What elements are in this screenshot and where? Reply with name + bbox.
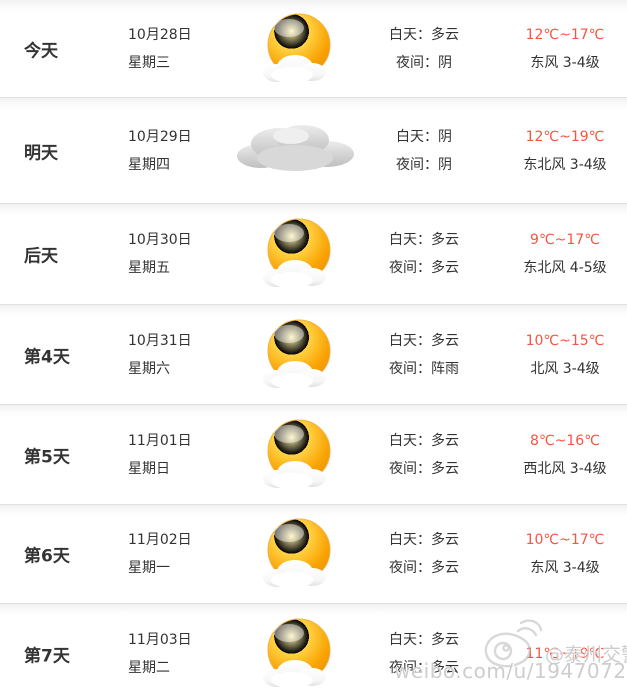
weekday: 星期三 [128,54,170,71]
temp-wind: 12℃~19℃ 东北风 3-4级 [523,123,606,179]
temp-wind: 9℃~17℃ 东北风 4-5级 [523,226,606,282]
weather-icon [260,417,334,493]
temp-wind: 12℃~17℃ 东风 3-4级 [526,21,605,77]
temp-wind: 11℃~19℃ [526,640,605,668]
date-block: 10月31日 星期六 [128,327,192,383]
temperature-range: 8℃~16℃ [530,432,600,449]
temp-wind: 8℃~16℃ 西北风 3-4级 [523,427,606,483]
daytime-weather: 白天：多云 [389,26,459,43]
weather-text: 白天：多云 夜间：多云 [389,626,459,682]
night-weather: 夜间：多云 [389,560,459,576]
weather-icon [260,516,334,592]
forecast-row: 第5天 11月01日 星期日 [0,404,627,504]
weather-text: 白天：多云 夜间：多云 [389,427,459,483]
temperature-range: 12℃~19℃ [525,128,605,145]
forecast-row: 今天 10月28日 星期三 [0,0,627,97]
night-weather: 夜间：阵雨 [389,360,459,377]
night-weather: 夜间：多云 [389,260,459,276]
weather-icon [231,124,363,176]
date-block: 11月01日 星期日 [128,427,192,483]
weekday: 星期一 [128,560,170,576]
overcast-cloud-icon [237,124,354,171]
day-label: 后天 [24,246,58,267]
day-label: 第4天 [24,347,70,367]
date: 10月28日 [128,26,192,43]
sun-cloud-icon [263,218,331,288]
weather-text: 白天：阴 夜间：阴 [396,123,452,179]
wind: 东风 3-4级 [530,54,600,71]
temperature-range: 11℃~19℃ [525,645,605,662]
date-block: 11月02日 星期一 [128,526,192,582]
night-weather: 夜间：多云 [389,460,459,477]
date-block: 11月03日 星期二 [128,626,192,682]
weather-text: 白天：多云 夜间：多云 [389,526,459,582]
weather-text: 白天：多云 夜间：阴 [389,21,459,77]
sun-cloud-icon [263,419,331,489]
sun-cloud-icon [263,618,331,688]
date: 10月29日 [128,128,192,145]
temp-wind: 10℃~17℃ 东风 3-4级 [526,526,605,582]
forecast-row: 后天 10月30日 星期五 [0,203,627,304]
date: 10月30日 [128,232,192,248]
night-weather: 夜间：多云 [389,659,459,676]
wind: 东北风 3-4级 [523,156,607,173]
wind: 北风 3-4级 [530,360,600,377]
weather-icon [260,317,334,393]
temperature-range: 9℃~17℃ [530,232,600,248]
date: 11月02日 [128,532,192,548]
sun-cloud-icon [263,13,331,83]
weekday: 星期六 [128,360,170,377]
temperature-range: 10℃~17℃ [525,532,605,548]
sun-cloud-icon [263,319,331,389]
daytime-weather: 白天：多云 [389,332,459,349]
day-label: 第5天 [24,447,70,467]
daytime-weather: 白天：阴 [396,128,452,145]
date-block: 10月30日 星期五 [128,226,192,282]
weather-text: 白天：多云 夜间：阵雨 [389,327,459,383]
daytime-weather: 白天：多云 [389,232,459,248]
wind: 东风 3-4级 [530,560,600,576]
weather-icon [260,616,334,692]
forecast-row: 明天 10月29日 星期四 [0,97,627,203]
weekday: 星期四 [128,156,170,173]
day-label: 第6天 [24,546,70,567]
night-weather: 夜间：阴 [396,156,452,173]
day-label: 第7天 [24,646,70,666]
weather-icon [260,11,334,87]
temperature-range: 12℃~17℃ [525,26,605,43]
weather-icon [260,216,334,292]
day-label: 今天 [24,41,58,61]
daytime-weather: 白天：多云 [389,631,459,648]
temp-wind: 10℃~15℃ 北风 3-4级 [526,327,605,383]
date-block: 10月29日 星期四 [128,123,192,179]
wind: 西北风 3-4级 [523,460,607,477]
sun-cloud-icon [263,518,331,588]
forecast-row: 第6天 11月02日 星期一 [0,504,627,603]
date: 11月03日 [128,631,192,648]
night-weather: 夜间：阴 [396,54,452,71]
weather-text: 白天：多云 夜间：多云 [389,226,459,282]
day-label: 明天 [24,143,58,163]
date: 10月31日 [128,332,192,349]
weekday: 星期日 [128,460,170,477]
daytime-weather: 白天：多云 [389,432,459,449]
date-block: 10月28日 星期三 [128,21,192,77]
forecast-row: 第4天 10月31日 星期六 [0,304,627,404]
wind: 东北风 4-5级 [523,260,607,276]
weekday: 星期二 [128,659,170,676]
forecast-row: 第7天 11月03日 星期二 [0,603,627,692]
temperature-range: 10℃~15℃ [525,332,605,349]
date: 11月01日 [128,432,192,449]
daytime-weather: 白天：多云 [389,532,459,548]
weekday: 星期五 [128,260,170,276]
